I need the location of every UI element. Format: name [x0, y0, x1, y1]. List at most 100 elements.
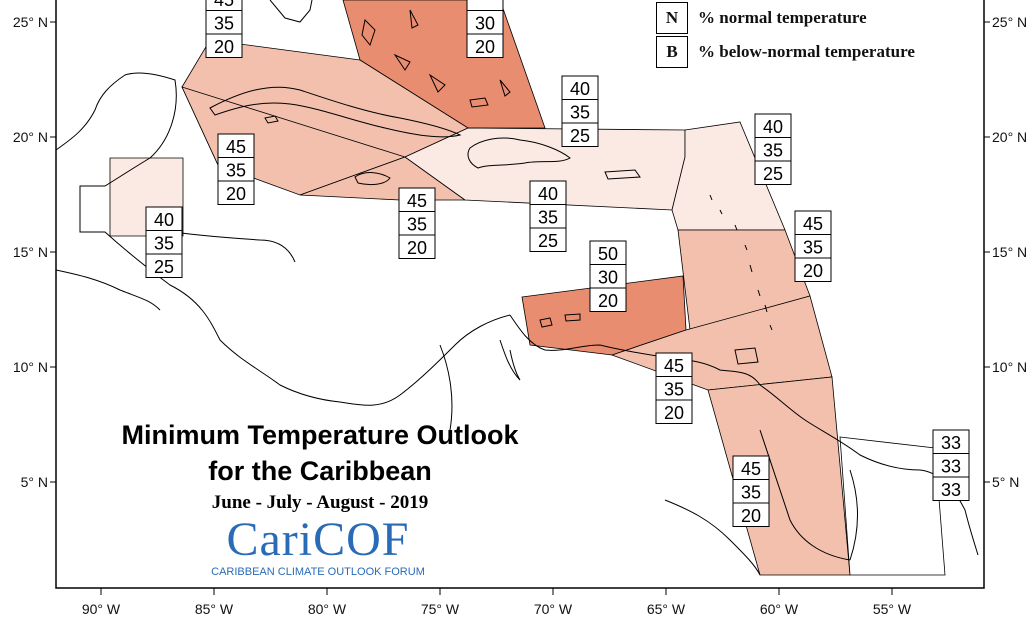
- forecast-regions: [109, 0, 946, 576]
- prob-value: 35: [664, 379, 684, 399]
- prob-cell: [589, 287, 627, 312]
- coast-puertorico: [604, 169, 641, 180]
- lat-tick-label: 10° N: [992, 359, 1027, 375]
- prob-cell: [145, 253, 183, 278]
- prob-value: 35: [763, 140, 783, 160]
- prob-box-abc-islands: 50 30 20: [589, 240, 627, 312]
- region-guiana: [839, 436, 946, 576]
- prob-value: 50: [598, 244, 618, 264]
- prob-value: 35: [154, 233, 174, 253]
- prob-value: 25: [570, 126, 590, 146]
- coast-bahamas-3: [428, 73, 446, 93]
- coast-mexico-west: [55, 269, 161, 311]
- prob-box-leeward-islands: 40 35 25: [754, 113, 792, 185]
- prob-box-trinidad: 45 35 20: [655, 352, 693, 424]
- prob-value: 35: [226, 160, 246, 180]
- map-title-line1: Minimum Temperature Outlook: [121, 420, 519, 450]
- lon-tick-label: 70° W: [534, 601, 573, 617]
- lon-tick-label: 85° W: [195, 601, 234, 617]
- coast-suriname-inland: [849, 469, 858, 561]
- prob-cell: [932, 476, 970, 501]
- coast-lesser-antilles: [709, 194, 773, 331]
- logo-tagline: CARIBBEAN CLIMATE OUTLOOK FORUM: [211, 566, 425, 578]
- coast-abc: [539, 313, 581, 328]
- lat-tick-label: 20° N: [13, 129, 48, 145]
- coast-bahamas-2: [393, 53, 411, 71]
- legend-key-below: B: [656, 36, 688, 68]
- prob-box-belize: 40 35 25: [145, 206, 183, 278]
- coast-bahamas-6: [499, 79, 511, 97]
- lon-tick-label: 55° W: [873, 601, 912, 617]
- prob-value: 20: [598, 291, 618, 311]
- coast-honduras: [159, 229, 296, 263]
- prob-value: 45: [741, 459, 761, 479]
- prob-box-hispaniola-puertorico: 40 35 25: [529, 180, 567, 252]
- legend-label-normal: % normal temperature: [698, 8, 867, 27]
- prob-value: 35: [741, 482, 761, 502]
- coast-colombia-inland: [439, 344, 453, 431]
- logo-wordmark: CariCOF: [226, 513, 410, 566]
- lon-tick-label: 65° W: [647, 601, 686, 617]
- prob-value: 40: [763, 117, 783, 137]
- prob-value: 33: [941, 433, 961, 453]
- coast-venezuela-gulf: [499, 339, 521, 381]
- prob-cell: [794, 257, 832, 282]
- prob-value: 30: [598, 267, 618, 287]
- prob-cell: [217, 180, 255, 205]
- prob-cell: [655, 399, 693, 424]
- lat-axis-right: 25° N 20° N 15° N 10° N 5° N: [984, 14, 1027, 490]
- lat-tick-label: 20° N: [992, 129, 1027, 145]
- coast-isle-youth: [264, 115, 279, 124]
- prob-value: 25: [538, 231, 558, 251]
- map-frame: [55, 0, 985, 589]
- prob-cell: [466, 33, 504, 58]
- prob-box-bermuda-adjacent: 40 35 25: [561, 75, 599, 147]
- lon-tick-label: 75° W: [421, 601, 460, 617]
- prob-value: 40: [570, 79, 590, 99]
- prob-cell: [205, 33, 243, 58]
- lon-axis-bottom: 90° W 85° W 80° W 75° W 70° W 65° W 60° W 55° W: [82, 588, 912, 617]
- prob-box-guyana: 45 35 20: [732, 455, 770, 527]
- lon-tick-label: 90° W: [82, 601, 121, 617]
- prob-value: 45: [226, 137, 246, 157]
- prob-value: 40: [538, 184, 558, 204]
- prob-value: 45: [407, 191, 427, 211]
- coast-jamaica: [354, 172, 391, 186]
- prob-value: 35: [538, 207, 558, 227]
- lat-tick-label: 25° N: [992, 14, 1027, 30]
- prob-value: 20: [741, 506, 761, 526]
- prob-value: 35: [407, 214, 427, 234]
- prob-value: 45: [664, 356, 684, 376]
- prob-value: 20: [226, 184, 246, 204]
- prob-value: 20: [803, 261, 823, 281]
- prob-box-guianas-east: 33 33 33: [932, 429, 970, 501]
- coast-trinidad: [734, 347, 759, 365]
- prob-box-windward-islands: 45 35 20: [794, 210, 832, 282]
- prob-cell: [529, 227, 567, 252]
- lat-tick-label: 25° N: [13, 14, 48, 30]
- prob-box-bahamas-north: 45 35 20: [205, 0, 243, 58]
- lon-tick-label: 60° W: [760, 601, 799, 617]
- legend-key-normal: N: [656, 2, 688, 34]
- prob-cell: [561, 122, 599, 147]
- prob-value: 25: [763, 164, 783, 184]
- coast-cuba: [209, 86, 462, 138]
- coast-brazil-inland: [664, 499, 761, 576]
- prob-value: 40: [154, 210, 174, 230]
- coast-hispaniola: [467, 137, 571, 169]
- prob-value: 45: [214, 0, 234, 10]
- coast-bahamas-1: [361, 18, 376, 47]
- legend-label-below: % below-normal temperature: [698, 42, 915, 61]
- lat-axis-left: 25° N 20° N 15° N 10° N 5° N: [13, 14, 56, 490]
- coast-bahamas-4: [469, 97, 489, 108]
- lat-tick-label: 5° N: [21, 474, 48, 490]
- lat-tick-label: 5° N: [992, 474, 1019, 490]
- prob-value: 20: [214, 37, 234, 57]
- map-period: June - July - August - 2019: [211, 492, 429, 513]
- prob-cell: [466, 0, 504, 11]
- coast-bahamas-5: [409, 9, 419, 29]
- prob-value: 33: [941, 456, 961, 476]
- prob-value: 35: [214, 13, 234, 33]
